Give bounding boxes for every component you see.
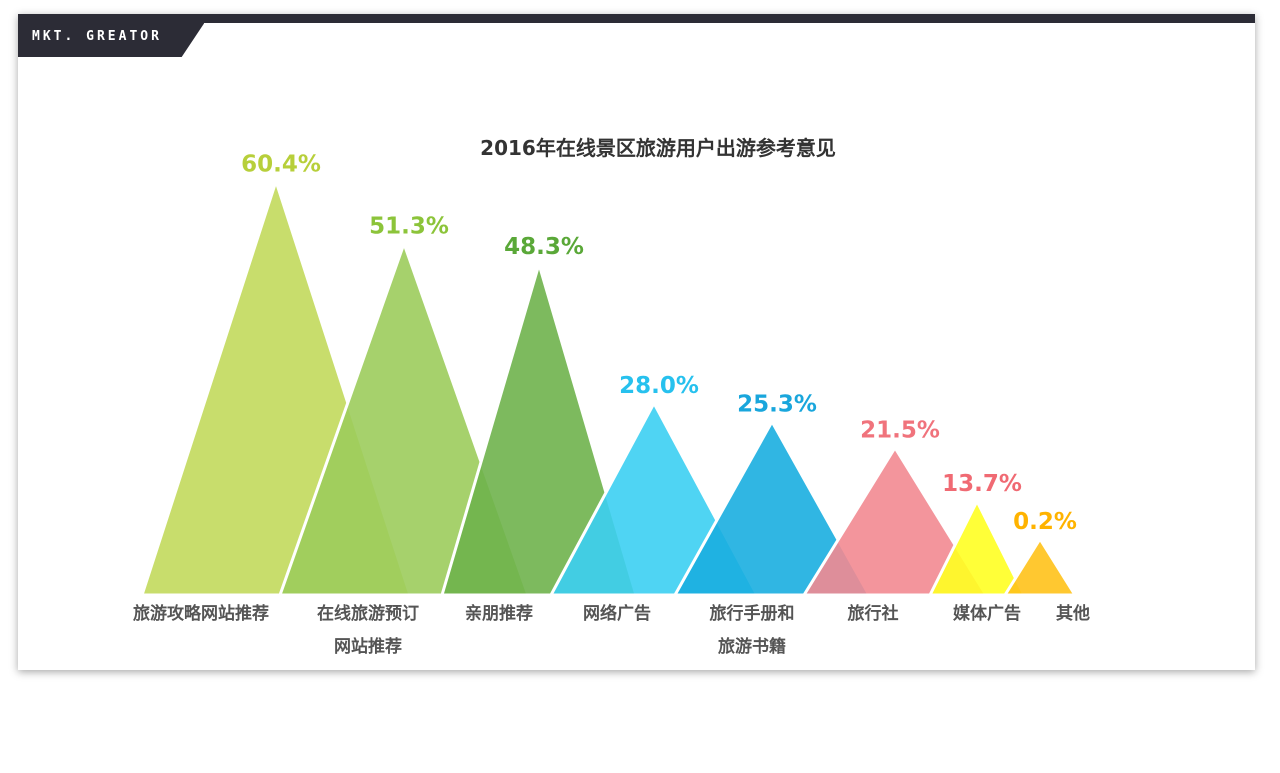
- value-label-5: 25.3%: [737, 392, 817, 418]
- category-label-4: 网络广告: [583, 603, 651, 624]
- category-label-7: 媒体广告: [953, 603, 1021, 624]
- brand-logo-text: MKT. GREATOR: [32, 29, 162, 44]
- bar-triangle-2: [277, 239, 531, 597]
- brand-tab: MKT. GREATOR: [18, 14, 204, 57]
- value-label-4: 28.0%: [619, 373, 699, 399]
- bar-triangle-8: [1002, 536, 1078, 597]
- bar-triangle-3: [439, 258, 639, 597]
- category-label-3: 亲朋推荐: [465, 603, 533, 624]
- category-label-2: 网站推荐: [334, 636, 402, 657]
- value-label-8: 0.2%: [1013, 509, 1077, 535]
- top-bar: [18, 14, 1255, 23]
- category-label-5: 旅行手册和: [710, 603, 795, 624]
- chart-marks: [139, 176, 1078, 597]
- value-label-1: 60.4%: [241, 151, 321, 177]
- category-label-8: 其他: [1056, 603, 1090, 624]
- value-label-2: 51.3%: [369, 214, 449, 240]
- bar-triangle-5: [672, 418, 872, 597]
- category-label-2: 在线旅游预订: [317, 603, 419, 624]
- value-label-7: 13.7%: [942, 471, 1022, 497]
- category-label-5: 旅游书籍: [718, 636, 786, 657]
- category-label-6: 旅行社: [848, 603, 899, 624]
- category-label-1: 旅游攻略网站推荐: [133, 603, 269, 624]
- chart-title: 2016年在线景区旅游用户出游参考意见: [480, 136, 836, 160]
- value-label-6: 21.5%: [860, 418, 940, 444]
- value-label-3: 48.3%: [504, 234, 584, 260]
- bar-triangle-6: [801, 444, 989, 597]
- bar-triangle-7: [927, 497, 1027, 597]
